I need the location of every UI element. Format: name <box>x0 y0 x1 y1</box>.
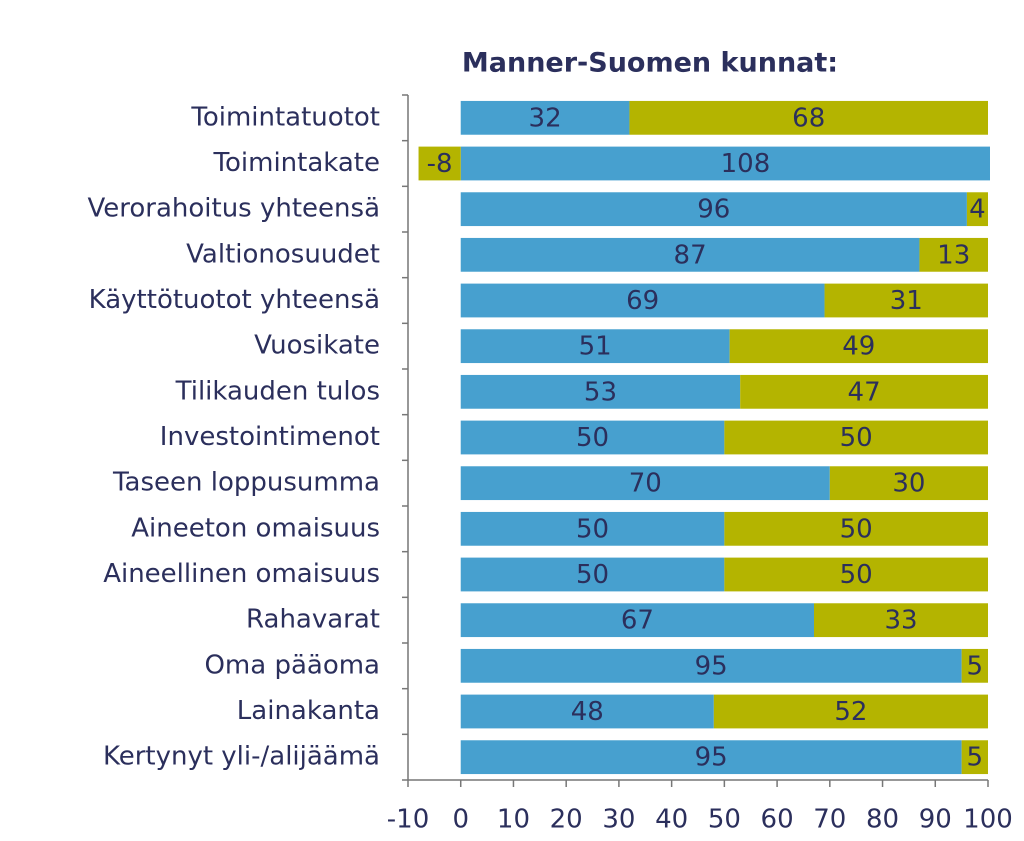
bar-segment <box>966 192 988 227</box>
data-label: 48 <box>571 697 604 727</box>
y-tick-label: Valtionosuudet <box>186 239 380 269</box>
bar-segment <box>629 100 988 135</box>
y-tick-label: Aineellinen omaisuus <box>103 559 380 589</box>
x-tick-label: 40 <box>655 805 688 835</box>
data-label: 33 <box>884 606 917 636</box>
y-tick-label: Vuosikate <box>254 331 380 361</box>
y-tick-label: Kertynyt yli-/alijäämä <box>103 742 380 772</box>
data-label: 96 <box>697 195 730 225</box>
bar-segment <box>460 740 962 775</box>
y-tick-label: Oma pääoma <box>204 650 380 680</box>
bar-segment <box>460 603 814 638</box>
x-tick-label: 50 <box>708 805 741 835</box>
bar-segment <box>961 740 988 775</box>
bar-segment <box>724 557 988 592</box>
data-label: 4 <box>969 195 986 225</box>
data-label: 52 <box>834 697 867 727</box>
bar-segment <box>460 146 990 181</box>
x-tick-label: 30 <box>602 805 635 835</box>
y-tick-label: Toimintatuotot <box>190 102 380 132</box>
y-tick-label: Rahavarat <box>246 605 380 635</box>
data-label: 50 <box>576 423 609 453</box>
y-tick-label: Toimintakate <box>213 148 380 178</box>
bar-segment <box>824 283 988 318</box>
bar-segment <box>919 237 988 272</box>
data-label: 70 <box>629 469 662 499</box>
data-label: -8 <box>427 149 453 179</box>
bar-segment <box>460 466 830 501</box>
data-label: 5 <box>967 743 984 773</box>
y-tick-label: Investointimenot <box>160 422 380 452</box>
bar-segment <box>460 511 725 546</box>
data-label: 69 <box>626 286 659 316</box>
x-tick-label: 90 <box>919 805 952 835</box>
data-label: 30 <box>892 469 925 499</box>
x-tick-label: 20 <box>550 805 583 835</box>
chart-title: Manner-Suomen kunnat: <box>462 48 838 79</box>
data-label: 95 <box>695 651 728 681</box>
y-tick-label: Verorahoitus yhteensä <box>87 194 380 224</box>
data-label: 95 <box>695 743 728 773</box>
data-label: 13 <box>937 240 970 270</box>
data-label: 108 <box>721 149 771 179</box>
data-label: 49 <box>842 332 875 362</box>
data-label: 50 <box>840 423 873 453</box>
bar-segment <box>829 466 988 501</box>
bar-segment <box>460 192 967 227</box>
bar-segment <box>460 648 962 683</box>
x-tick-label: 80 <box>866 805 899 835</box>
x-tick-label: 0 <box>452 805 469 835</box>
data-label: 50 <box>576 560 609 590</box>
bar-segment <box>729 329 988 364</box>
bar-segment <box>460 557 725 592</box>
data-label: 5 <box>967 651 984 681</box>
data-label: 50 <box>840 560 873 590</box>
bar-segment <box>961 648 988 683</box>
bar-segment <box>460 420 725 455</box>
y-tick-label: Taseen loppusumma <box>112 468 380 498</box>
data-label: 67 <box>621 606 654 636</box>
bar-segment <box>740 374 988 409</box>
x-tick-label: 100 <box>963 805 1013 835</box>
y-tick-label: Aineeton omaisuus <box>131 513 380 543</box>
bar-segment <box>460 100 630 135</box>
x-tick-label: 10 <box>497 805 530 835</box>
data-label: 87 <box>674 240 707 270</box>
bar-segment <box>460 237 920 272</box>
x-tick-label: -10 <box>387 805 429 835</box>
bar-segment <box>724 511 988 546</box>
plot-area <box>418 100 990 775</box>
bar-segment <box>724 420 988 455</box>
bar-segment <box>713 694 988 729</box>
data-label: 53 <box>584 377 617 407</box>
data-label: 50 <box>576 514 609 544</box>
bar-segment <box>460 374 741 409</box>
data-label: 47 <box>848 377 881 407</box>
data-label: 32 <box>529 103 562 133</box>
data-label: 50 <box>840 514 873 544</box>
data-label: 51 <box>579 332 612 362</box>
y-tick-label: Käyttötuotot yhteensä <box>89 285 380 315</box>
bar-segment <box>460 283 825 318</box>
bar-segment <box>814 603 988 638</box>
data-label: 68 <box>792 103 825 133</box>
bar-segment <box>418 146 461 181</box>
data-label: 31 <box>890 286 923 316</box>
bar-segment <box>460 694 714 729</box>
x-tick-label: 70 <box>813 805 846 835</box>
bar-segment <box>460 329 730 364</box>
y-tick-label: Lainakanta <box>237 696 380 726</box>
y-tick-label: Tilikauden tulos <box>175 376 380 406</box>
x-tick-label: 60 <box>761 805 794 835</box>
